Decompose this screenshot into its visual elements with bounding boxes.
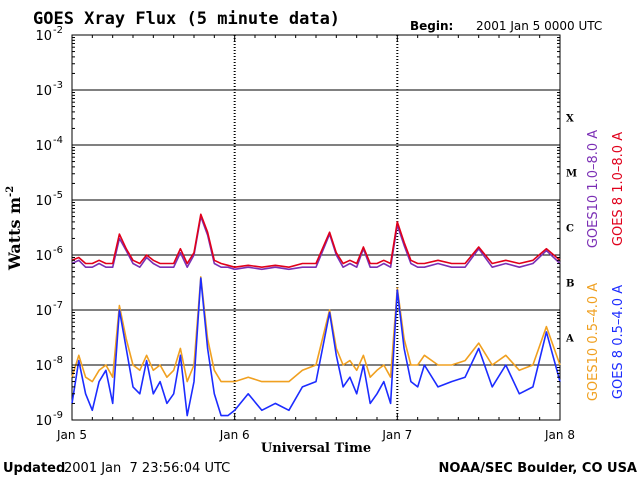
series-line bbox=[71, 213, 561, 269]
series-line bbox=[71, 215, 561, 271]
y-tick-label: 10 bbox=[35, 139, 52, 154]
y-tick-label-exponent: -3 bbox=[53, 80, 63, 91]
y-axis-label-exponent: -2 bbox=[5, 186, 16, 197]
y-tick-label: 10 bbox=[35, 359, 52, 374]
y-axis-label: Watts m-2 bbox=[5, 186, 24, 271]
legend: GOES10 1.0–8.0 A GOES 8 1.0–8.0 A GOES10 0… bbox=[586, 130, 626, 401]
series-line bbox=[71, 276, 561, 383]
y-tick-label-exponent: -8 bbox=[53, 355, 63, 366]
y-tick-label-exponent: -4 bbox=[53, 135, 63, 146]
updated-label: Updated bbox=[3, 461, 65, 476]
y-tick-label-exponent: -2 bbox=[53, 25, 63, 36]
x-tick-label: Jan 8 bbox=[544, 428, 575, 442]
plot-frame bbox=[71, 34, 561, 421]
y-tick-label: 10 bbox=[35, 249, 52, 264]
flare-class-label: C bbox=[566, 224, 574, 235]
y-axis-label-text: Watts m bbox=[5, 197, 24, 271]
begin-value: 2001 Jan 5 0000 UTC bbox=[476, 19, 602, 33]
y-tick-label: 10 bbox=[35, 84, 52, 99]
flare-class-label: M bbox=[566, 169, 577, 180]
y-tick-label: 10 bbox=[35, 304, 52, 319]
y-tick-label-exponent: -5 bbox=[53, 190, 63, 201]
flare-class-label: X bbox=[566, 114, 574, 125]
x-tick-label: Jan 7 bbox=[381, 428, 412, 442]
y-tick-label: 10 bbox=[35, 29, 52, 44]
x-axis-ticks: Jan 5 Jan 6 Jan 7 Jan 8 bbox=[56, 35, 575, 442]
series-layer bbox=[71, 213, 561, 417]
flare-class-label: B bbox=[566, 279, 574, 290]
flare-class-labels: A B C M X bbox=[565, 114, 577, 345]
x-axis-label: Universal Time bbox=[261, 441, 371, 456]
y-axis-ticks: 10-910-810-710-610-510-410-310-2 bbox=[35, 25, 560, 429]
x-tick-label: Jan 5 bbox=[56, 428, 87, 442]
updated-value: 2001 Jan 7 23:56:04 UTC bbox=[64, 461, 230, 476]
legend-entry: GOES 8 1.0–8.0 A bbox=[611, 132, 626, 246]
legend-entry: GOES10 0.5–4.0 A bbox=[586, 283, 601, 401]
y-tick-label-exponent: -9 bbox=[53, 410, 63, 421]
horizontal-gridlines bbox=[72, 89, 560, 366]
y-tick-label-exponent: -7 bbox=[53, 300, 63, 311]
credit-text: NOAA/SEC Boulder, CO USA bbox=[439, 461, 638, 476]
y-tick-label: 10 bbox=[35, 194, 52, 209]
begin-label: Begin: bbox=[410, 19, 453, 33]
chart-title: GOES Xray Flux (5 minute data) bbox=[33, 9, 340, 29]
y-tick-label: 10 bbox=[35, 414, 52, 429]
flare-class-label: A bbox=[565, 334, 574, 345]
legend-entry: GOES10 1.0–8.0 A bbox=[586, 130, 601, 248]
legend-entry: GOES 8 0.5–4.0 A bbox=[611, 285, 626, 399]
series-line bbox=[71, 277, 561, 417]
x-tick-label: Jan 6 bbox=[219, 428, 250, 442]
y-tick-label-exponent: -6 bbox=[53, 245, 63, 256]
plot-area: A B C M X bbox=[71, 34, 577, 421]
